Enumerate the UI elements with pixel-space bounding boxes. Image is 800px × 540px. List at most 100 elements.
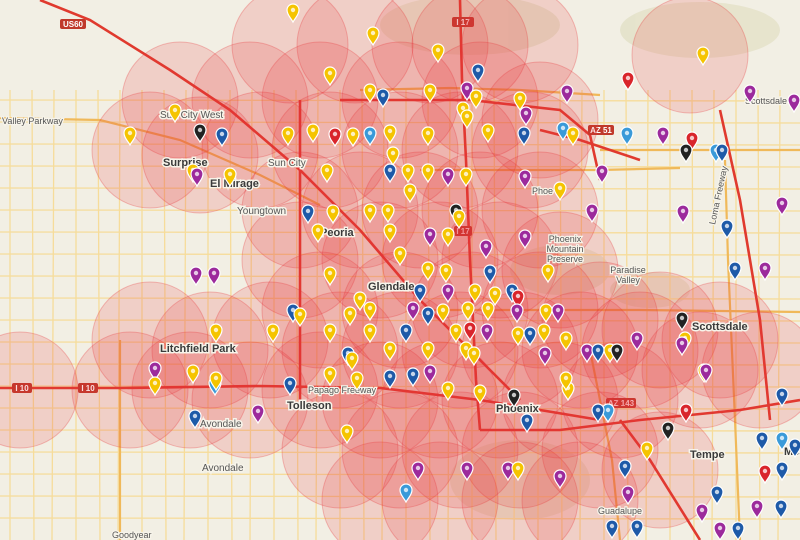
blue-map-pin-icon[interactable] bbox=[523, 326, 537, 347]
yellow-map-pin-icon[interactable] bbox=[326, 204, 340, 225]
blue-map-pin-icon[interactable] bbox=[517, 126, 531, 147]
yellow-map-pin-icon[interactable] bbox=[459, 167, 473, 188]
yellow-map-pin-icon[interactable] bbox=[350, 371, 364, 392]
purple-map-pin-icon[interactable] bbox=[758, 261, 772, 282]
yellow-map-pin-icon[interactable] bbox=[286, 3, 300, 24]
blue-map-pin-icon[interactable] bbox=[720, 219, 734, 240]
blue-map-pin-icon[interactable] bbox=[215, 127, 229, 148]
light-blue-map-pin-icon[interactable] bbox=[363, 126, 377, 147]
yellow-map-pin-icon[interactable] bbox=[460, 109, 474, 130]
yellow-map-pin-icon[interactable] bbox=[209, 323, 223, 344]
red-map-pin-icon[interactable] bbox=[621, 71, 635, 92]
yellow-map-pin-icon[interactable] bbox=[123, 126, 137, 147]
light-blue-map-pin-icon[interactable] bbox=[601, 403, 615, 424]
yellow-map-pin-icon[interactable] bbox=[383, 341, 397, 362]
blue-map-pin-icon[interactable] bbox=[788, 438, 800, 459]
purple-map-pin-icon[interactable] bbox=[585, 203, 599, 224]
blue-map-pin-icon[interactable] bbox=[483, 264, 497, 285]
yellow-map-pin-icon[interactable] bbox=[209, 371, 223, 392]
blue-map-pin-icon[interactable] bbox=[301, 204, 315, 225]
purple-map-pin-icon[interactable] bbox=[775, 196, 789, 217]
blue-map-pin-icon[interactable] bbox=[591, 403, 605, 424]
blue-map-pin-icon[interactable] bbox=[413, 283, 427, 304]
purple-map-pin-icon[interactable] bbox=[406, 301, 420, 322]
purple-map-pin-icon[interactable] bbox=[207, 266, 221, 287]
purple-map-pin-icon[interactable] bbox=[519, 106, 533, 127]
purple-map-pin-icon[interactable] bbox=[423, 364, 437, 385]
purple-map-pin-icon[interactable] bbox=[501, 461, 515, 482]
blue-map-pin-icon[interactable] bbox=[399, 323, 413, 344]
blue-map-pin-icon[interactable] bbox=[406, 367, 420, 388]
blue-map-pin-icon[interactable] bbox=[605, 519, 619, 540]
blue-map-pin-icon[interactable] bbox=[283, 376, 297, 397]
light-blue-map-pin-icon[interactable] bbox=[620, 126, 634, 147]
yellow-map-pin-icon[interactable] bbox=[421, 126, 435, 147]
yellow-map-pin-icon[interactable] bbox=[553, 181, 567, 202]
yellow-map-pin-icon[interactable] bbox=[366, 26, 380, 47]
purple-map-pin-icon[interactable] bbox=[423, 227, 437, 248]
yellow-map-pin-icon[interactable] bbox=[381, 203, 395, 224]
red-map-pin-icon[interactable] bbox=[679, 403, 693, 424]
yellow-map-pin-icon[interactable] bbox=[168, 103, 182, 124]
yellow-map-pin-icon[interactable] bbox=[469, 89, 483, 110]
red-map-pin-icon[interactable] bbox=[511, 289, 525, 310]
purple-map-pin-icon[interactable] bbox=[460, 461, 474, 482]
yellow-map-pin-icon[interactable] bbox=[363, 323, 377, 344]
yellow-map-pin-icon[interactable] bbox=[467, 346, 481, 367]
blue-map-pin-icon[interactable] bbox=[731, 521, 745, 540]
yellow-map-pin-icon[interactable] bbox=[383, 223, 397, 244]
purple-map-pin-icon[interactable] bbox=[595, 164, 609, 185]
blue-map-pin-icon[interactable] bbox=[618, 459, 632, 480]
yellow-map-pin-icon[interactable] bbox=[436, 303, 450, 324]
red-map-pin-icon[interactable] bbox=[328, 127, 342, 148]
yellow-map-pin-icon[interactable] bbox=[323, 323, 337, 344]
yellow-map-pin-icon[interactable] bbox=[293, 307, 307, 328]
red-map-pin-icon[interactable] bbox=[758, 464, 772, 485]
purple-map-pin-icon[interactable] bbox=[787, 93, 800, 114]
black-map-pin-icon[interactable] bbox=[507, 388, 521, 409]
purple-map-pin-icon[interactable] bbox=[580, 343, 594, 364]
yellow-map-pin-icon[interactable] bbox=[266, 323, 280, 344]
yellow-map-pin-icon[interactable] bbox=[281, 126, 295, 147]
yellow-map-pin-icon[interactable] bbox=[566, 126, 580, 147]
yellow-map-pin-icon[interactable] bbox=[449, 323, 463, 344]
purple-map-pin-icon[interactable] bbox=[148, 361, 162, 382]
blue-map-pin-icon[interactable] bbox=[383, 369, 397, 390]
yellow-map-pin-icon[interactable] bbox=[473, 384, 487, 405]
yellow-map-pin-icon[interactable] bbox=[306, 123, 320, 144]
yellow-map-pin-icon[interactable] bbox=[696, 46, 710, 67]
purple-map-pin-icon[interactable] bbox=[479, 239, 493, 260]
yellow-map-pin-icon[interactable] bbox=[421, 341, 435, 362]
yellow-map-pin-icon[interactable] bbox=[441, 227, 455, 248]
purple-map-pin-icon[interactable] bbox=[560, 84, 574, 105]
yellow-map-pin-icon[interactable] bbox=[401, 163, 415, 184]
yellow-map-pin-icon[interactable] bbox=[363, 83, 377, 104]
blue-map-pin-icon[interactable] bbox=[775, 387, 789, 408]
purple-map-pin-icon[interactable] bbox=[656, 126, 670, 147]
purple-map-pin-icon[interactable] bbox=[189, 266, 203, 287]
yellow-map-pin-icon[interactable] bbox=[423, 83, 437, 104]
black-map-pin-icon[interactable] bbox=[675, 311, 689, 332]
yellow-map-pin-icon[interactable] bbox=[421, 163, 435, 184]
purple-map-pin-icon[interactable] bbox=[510, 303, 524, 324]
purple-map-pin-icon[interactable] bbox=[676, 204, 690, 225]
light-blue-map-pin-icon[interactable] bbox=[775, 431, 789, 452]
yellow-map-pin-icon[interactable] bbox=[343, 306, 357, 327]
yellow-map-pin-icon[interactable] bbox=[511, 326, 525, 347]
purple-map-pin-icon[interactable] bbox=[518, 229, 532, 250]
yellow-map-pin-icon[interactable] bbox=[559, 371, 573, 392]
purple-map-pin-icon[interactable] bbox=[441, 167, 455, 188]
yellow-map-pin-icon[interactable] bbox=[539, 303, 553, 324]
purple-map-pin-icon[interactable] bbox=[518, 169, 532, 190]
purple-map-pin-icon[interactable] bbox=[621, 485, 635, 506]
purple-map-pin-icon[interactable] bbox=[551, 303, 565, 324]
yellow-map-pin-icon[interactable] bbox=[439, 263, 453, 284]
blue-map-pin-icon[interactable] bbox=[383, 163, 397, 184]
yellow-map-pin-icon[interactable] bbox=[148, 376, 162, 397]
yellow-map-pin-icon[interactable] bbox=[363, 301, 377, 322]
blue-map-pin-icon[interactable] bbox=[630, 519, 644, 540]
blue-map-pin-icon[interactable] bbox=[188, 409, 202, 430]
blue-map-pin-icon[interactable] bbox=[471, 63, 485, 84]
black-map-pin-icon[interactable] bbox=[610, 343, 624, 364]
